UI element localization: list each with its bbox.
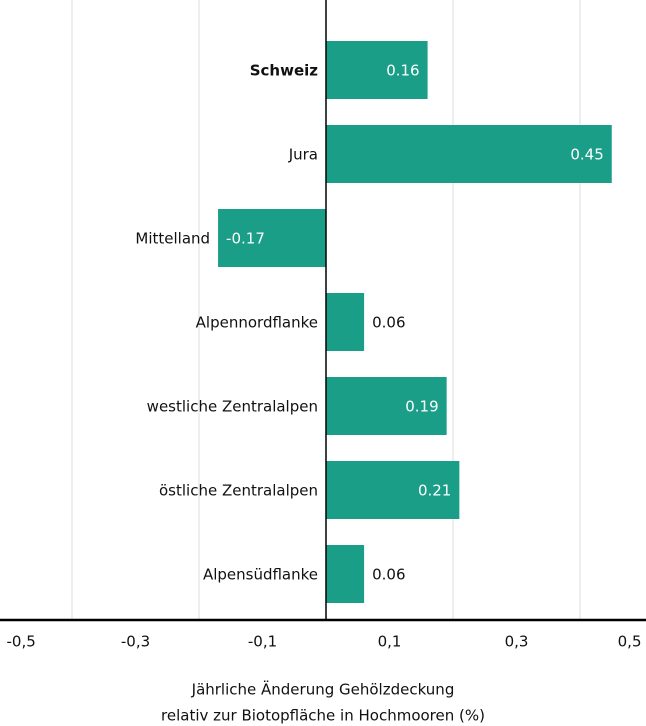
bar (326, 545, 365, 603)
bar (326, 125, 612, 183)
bar (326, 461, 460, 519)
x-tick-label: 0,1 (378, 633, 402, 651)
x-tick-label: -0,5 (7, 633, 36, 651)
category-label: Jura (288, 146, 318, 164)
bar (326, 293, 365, 351)
value-label: 0.45 (570, 146, 603, 164)
x-tick-label: -0,1 (248, 633, 277, 651)
value-label: 0.06 (372, 314, 405, 332)
category-label: Alpensüdflanke (203, 566, 318, 584)
category-label: westliche Zentralalpen (147, 398, 318, 416)
x-tick-label: 0,5 (618, 633, 642, 651)
value-label: 0.06 (372, 566, 405, 584)
x-axis-title: Jährliche Änderung Gehölzdeckung (191, 680, 455, 699)
x-axis-title: relativ zur Biotopfläche in Hochmooren (… (161, 707, 485, 725)
category-label: Mittelland (135, 230, 210, 248)
category-label: östliche Zentralalpen (159, 482, 318, 500)
value-label: 0.16 (386, 62, 419, 80)
value-label: 0.19 (405, 398, 438, 416)
bar (326, 41, 428, 99)
value-label: -0.17 (226, 230, 265, 248)
bar (326, 377, 447, 435)
x-tick-label: -0,3 (121, 633, 150, 651)
category-label: Schweiz (250, 62, 319, 80)
value-label: 0.21 (418, 482, 451, 500)
bar (218, 209, 326, 267)
category-label: Alpennordflanke (196, 314, 318, 332)
x-tick-label: 0,3 (505, 633, 529, 651)
